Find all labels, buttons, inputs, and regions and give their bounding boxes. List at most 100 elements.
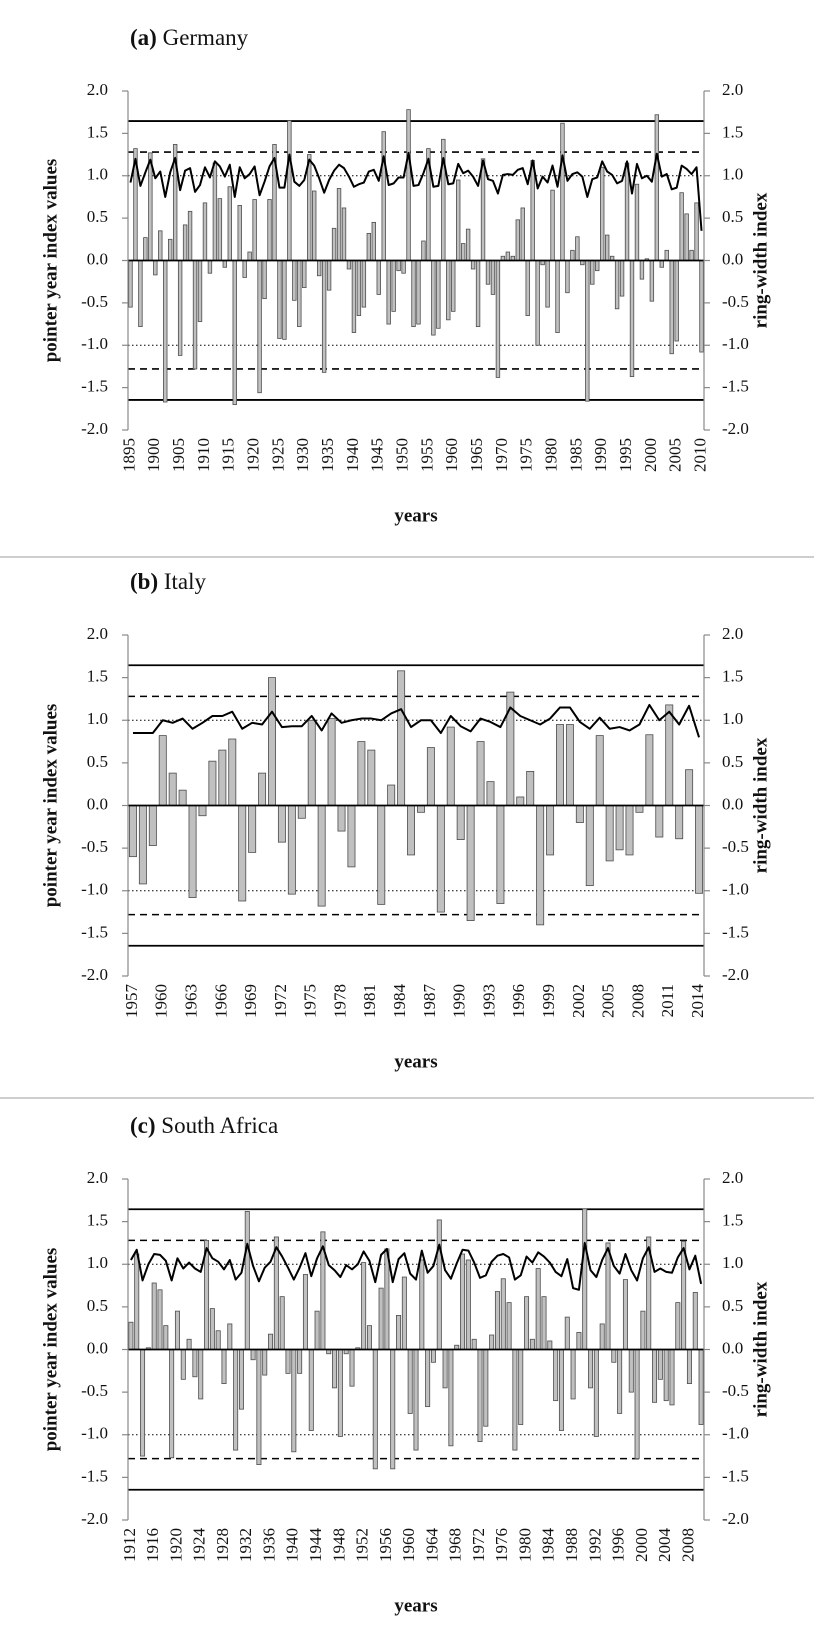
bar (634, 1349, 640, 1460)
y-tick-label: 0.0 (87, 249, 108, 268)
bar (617, 1349, 623, 1414)
y2-axis-title: ring-width index (750, 737, 771, 873)
x-tick-label: 1996 (609, 1528, 628, 1562)
panel-label: (c) (130, 1113, 156, 1138)
bar (401, 260, 406, 274)
bar (357, 741, 366, 806)
y-tick-label: 1.5 (87, 122, 108, 141)
bar (416, 805, 425, 813)
bar (495, 260, 501, 378)
bar (267, 199, 272, 261)
bar (349, 1349, 355, 1387)
bar (500, 1278, 506, 1350)
bar (153, 260, 158, 276)
bar (520, 207, 525, 261)
bar (341, 207, 347, 261)
bar (250, 1349, 256, 1361)
bar (182, 224, 188, 261)
bar (262, 1349, 268, 1376)
bar (665, 704, 674, 806)
bar (366, 232, 372, 261)
bar (565, 260, 570, 294)
bar (376, 260, 381, 295)
x-tick-label: 1956 (376, 1528, 395, 1562)
y2-tick-label: 1.5 (722, 122, 743, 141)
y2-tick-label: 0.5 (722, 752, 743, 771)
bar (244, 1210, 250, 1350)
bar (282, 260, 287, 340)
bar (140, 1349, 146, 1457)
y-tick-label: -0.5 (81, 837, 108, 856)
bar (535, 1268, 541, 1350)
bar (686, 1349, 692, 1384)
bar (486, 781, 495, 806)
x-tick-label: 1969 (241, 984, 260, 1018)
panel-name: South Africa (161, 1113, 278, 1138)
y-tick-label: 0.0 (87, 1338, 108, 1357)
ring-width-line (132, 703, 700, 738)
y-tick-label: 2.0 (87, 80, 108, 99)
bar (346, 260, 352, 270)
bar (232, 260, 237, 405)
y2-tick-label: 1.5 (722, 1211, 743, 1230)
y2-tick-label: 2.0 (722, 80, 743, 99)
bar (547, 1340, 553, 1350)
bar (436, 260, 441, 329)
x-tick-label: 1995 (616, 438, 635, 472)
x-tick-label: 1935 (318, 438, 337, 472)
bar (177, 260, 183, 356)
bar (371, 221, 376, 261)
x-tick-label: 1985 (566, 438, 585, 472)
bar (347, 805, 356, 868)
x-tick-label: 1990 (450, 984, 469, 1018)
y2-tick-label: 0.0 (722, 1338, 743, 1357)
bar (317, 805, 326, 907)
bar (387, 784, 396, 806)
bar (689, 249, 694, 261)
bar (565, 724, 574, 806)
bar (168, 238, 173, 261)
y2-tick-label: 0.5 (722, 1296, 743, 1315)
y2-tick-label: -1.5 (722, 377, 749, 396)
bar (331, 227, 337, 261)
x-tick-label: 1924 (190, 1528, 209, 1563)
bar (397, 670, 406, 806)
y-tick-label: -1.0 (81, 1424, 108, 1443)
x-tick-label: 1990 (591, 438, 610, 472)
bar (297, 805, 306, 819)
bar (588, 1349, 594, 1389)
bar (466, 805, 475, 921)
bar (128, 260, 133, 308)
bar (401, 1276, 407, 1350)
bar (356, 260, 362, 316)
bar (483, 1349, 489, 1427)
bar (163, 260, 168, 403)
bar (248, 805, 257, 853)
bar (227, 186, 232, 261)
y2-tick-label: -1.5 (722, 922, 749, 941)
bar (419, 1259, 425, 1350)
bar (529, 1338, 535, 1350)
bar (391, 260, 396, 312)
bar (238, 1349, 244, 1410)
bar (556, 724, 564, 806)
bar (287, 120, 292, 261)
x-tick-label: 1952 (353, 1528, 372, 1562)
bar (157, 1289, 163, 1350)
bar (506, 1302, 512, 1350)
bar (663, 1349, 669, 1402)
bar (128, 805, 137, 858)
y2-tick-label: -0.5 (722, 1381, 749, 1400)
y2-tick-label: 1.0 (722, 165, 743, 184)
bar (148, 152, 153, 261)
y2-tick-label: -1.0 (722, 1424, 749, 1443)
bar (595, 735, 604, 806)
y-tick-label: -1.5 (81, 1466, 108, 1485)
x-tick-label: 2004 (655, 1528, 674, 1563)
bar (490, 260, 496, 295)
bar (285, 1349, 291, 1374)
x-tick-label: 1895 (119, 438, 138, 472)
y-tick-label: 0.5 (87, 752, 108, 771)
bar (297, 260, 302, 328)
bar (699, 260, 704, 353)
